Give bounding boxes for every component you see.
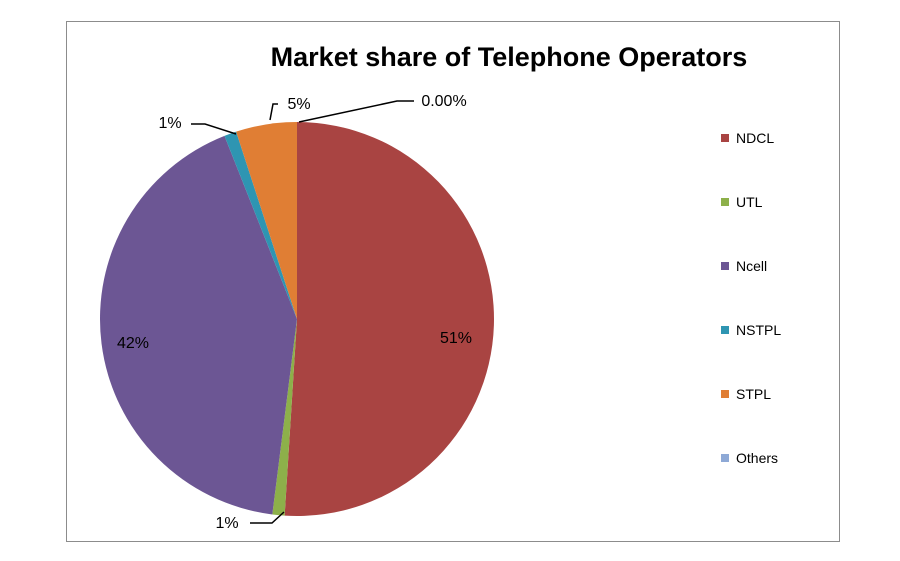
pie-slice-utl bbox=[272, 319, 297, 516]
pie-slice-nstpl bbox=[224, 131, 297, 319]
legend-swatch-stpl bbox=[721, 390, 729, 398]
pie-slice-ndcl bbox=[284, 122, 494, 516]
data-label-utl: 1% bbox=[215, 515, 238, 532]
legend-label-stpl: STPL bbox=[736, 386, 771, 402]
data-label-nstpl: 1% bbox=[158, 115, 181, 132]
leader-line-nstpl bbox=[191, 123, 237, 135]
leader-line-utl bbox=[250, 511, 285, 524]
legend-label-nstpl: NSTPL bbox=[736, 322, 781, 338]
pie-slice-stpl bbox=[236, 122, 297, 319]
data-label-stpl: 5% bbox=[287, 96, 310, 113]
legend-swatch-others bbox=[721, 454, 729, 462]
pie-slice-ncell bbox=[99, 135, 297, 515]
legend-label-ncell: Ncell bbox=[736, 258, 767, 274]
legend-swatch-utl bbox=[721, 198, 729, 206]
legend-swatch-nstpl bbox=[721, 326, 729, 334]
leader-line-others bbox=[298, 100, 414, 123]
data-label-ncell: 42% bbox=[117, 335, 149, 352]
pie-slices bbox=[99, 122, 494, 516]
legend-swatch-ndcl bbox=[721, 134, 729, 142]
leader-line-stpl bbox=[269, 103, 278, 121]
legend-label-ndcl: NDCL bbox=[736, 130, 774, 146]
legend-label-others: Others bbox=[736, 450, 778, 466]
legend-swatch-ncell bbox=[721, 262, 729, 270]
data-label-others: 0.00% bbox=[421, 93, 466, 110]
legend-label-utl: UTL bbox=[736, 194, 763, 210]
data-label-ndcl: 51% bbox=[440, 330, 472, 347]
data-labels: 51% 1% 42% 1% 5% 0.00% bbox=[117, 93, 472, 532]
legend: NDCL UTL Ncell NSTPL STPL Others bbox=[721, 130, 781, 466]
chart-frame: Market share of Telephone Operators 51% 1… bbox=[66, 21, 840, 542]
pie-chart: Market share of Telephone Operators 51% 1… bbox=[99, 42, 781, 532]
chart-title: Market share of Telephone Operators bbox=[271, 42, 748, 72]
leader-lines bbox=[191, 100, 414, 524]
